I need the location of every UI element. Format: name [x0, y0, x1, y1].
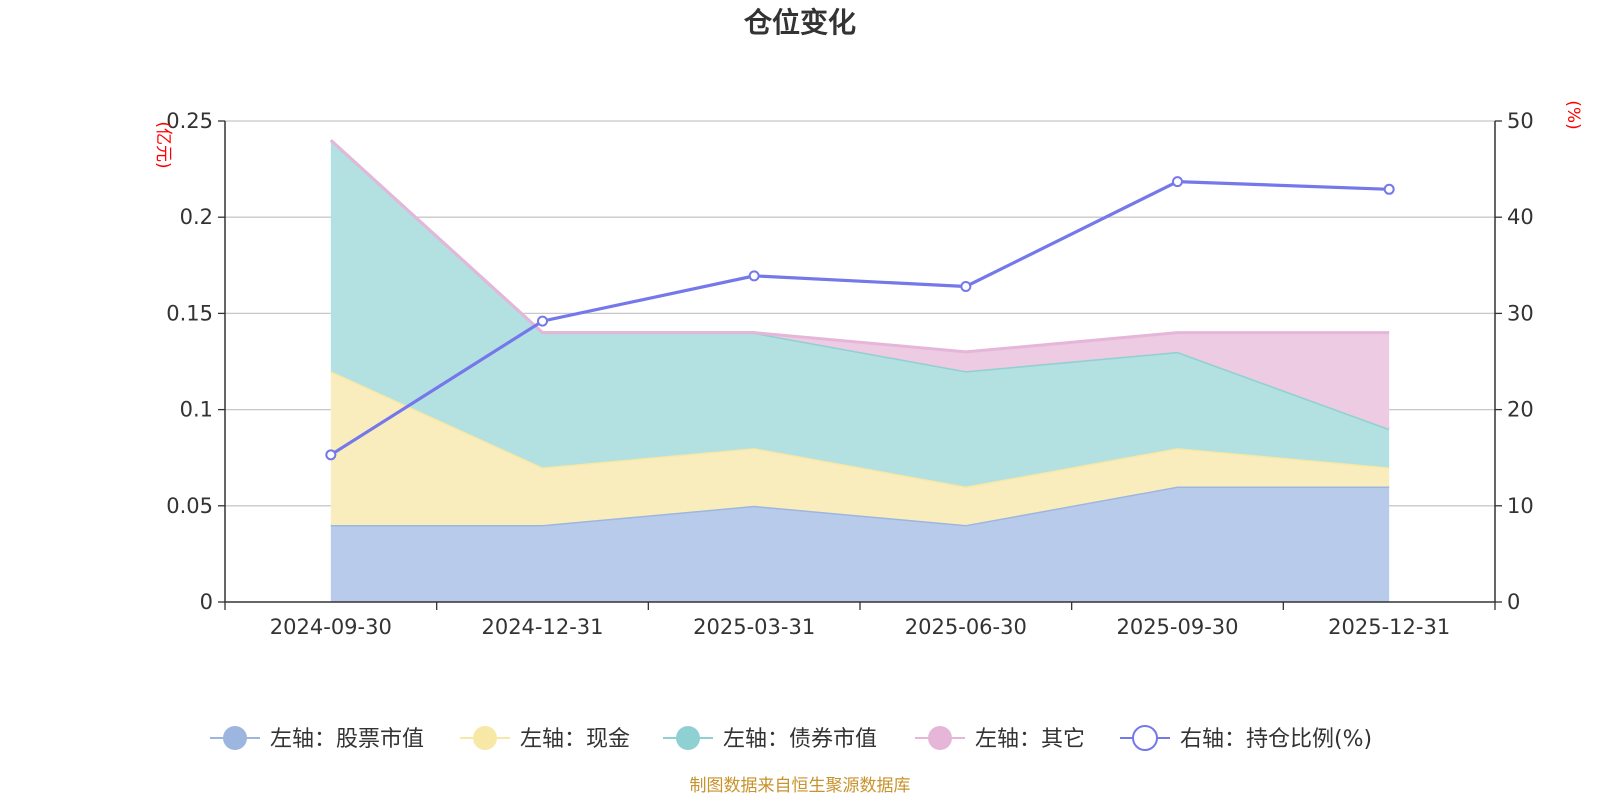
legend: 左轴：股票市值 左轴：现金 左轴：债券市值 左轴：其它 右轴：持仓比例(%)	[210, 725, 1372, 752]
stacked-areas	[329, 139, 1390, 602]
legend-marker	[928, 726, 952, 750]
left-axis-tick-label: 0	[200, 590, 213, 614]
legend-label: 左轴：股票市值	[270, 727, 424, 752]
right-axis-unit: (%)	[1563, 100, 1583, 129]
x-axis-label: 2025-12-31	[1328, 615, 1450, 639]
right-axis-tick-label: 30	[1507, 301, 1534, 325]
left-axis-tick-label: 0.25	[166, 109, 213, 133]
ratio-point	[1172, 176, 1183, 188]
area-2	[330, 371, 1390, 526]
area-1	[330, 486, 1390, 602]
x-axis-label: 2025-03-31	[693, 615, 815, 639]
ratio-point	[325, 449, 337, 461]
ratio-point	[748, 270, 760, 282]
ratio-point	[960, 280, 972, 292]
source-note: 制图数据来自恒生聚源数据库	[690, 776, 911, 796]
ratio-line-path	[329, 179, 1390, 457]
right-axis-tick-label: 10	[1507, 494, 1534, 518]
legend-label: 左轴：其它	[975, 727, 1085, 752]
right-axis-tick-label: 50	[1507, 109, 1534, 133]
legend-marker	[223, 726, 247, 750]
left-axis-tick-label: 0.1	[180, 398, 213, 422]
legend-label: 左轴：现金	[520, 727, 630, 752]
right-axis-tick-label: 20	[1507, 398, 1534, 422]
legend-label: 左轴：债券市值	[723, 727, 877, 752]
right-axis-tick-label: 0	[1507, 590, 1520, 614]
legend-marker	[1132, 725, 1158, 751]
left-axis-tick-label: 0.15	[166, 301, 213, 325]
right-axis-tick-label: 40	[1507, 205, 1534, 229]
ratio-point	[1383, 183, 1395, 195]
ratio-point	[537, 315, 548, 327]
x-axis-label: 2025-09-30	[1116, 615, 1238, 639]
legend-marker	[473, 726, 497, 750]
legend-label: 右轴：持仓比例(%)	[1180, 727, 1372, 752]
x-axis-label: 2025-06-30	[905, 615, 1027, 639]
area-edge-4	[329, 139, 1390, 354]
left-axis-tick-label: 0.2	[180, 205, 213, 229]
legend-marker	[676, 726, 700, 750]
ratio-line	[325, 176, 1395, 461]
axes: 0 0.05 0.1 0.15 0.2 0.25 0 10 20 30 40 50 2024-09-30…	[166, 109, 1534, 639]
left-axis-unit: (亿元)	[153, 121, 173, 168]
chart-title: 仓位变化	[744, 6, 856, 39]
left-axis-tick-label: 0.05	[166, 494, 213, 518]
x-axis-label: 2024-09-30	[270, 615, 392, 639]
area-3	[330, 140, 1390, 487]
x-axis-label: 2024-12-31	[481, 615, 603, 639]
